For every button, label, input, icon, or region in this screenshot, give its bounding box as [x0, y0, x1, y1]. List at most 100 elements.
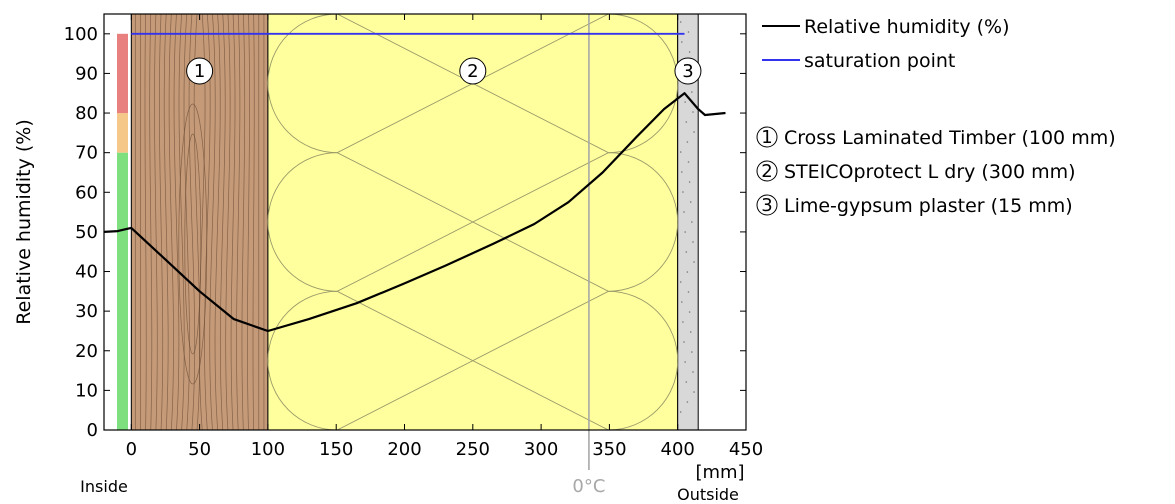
- legend: Relative humidity (%) saturation point: [762, 16, 1009, 72]
- layer-legend: 1 Cross Laminated Timber (100 mm) 2 STEICOp…: [756, 126, 1116, 217]
- wood-grain-line: [236, 14, 241, 430]
- zero-celsius-marker: 0°C: [572, 14, 605, 497]
- x-tick-label: 0: [126, 439, 137, 460]
- x-unit-label: [mm]: [695, 462, 744, 483]
- x-tick-label: 100: [251, 439, 285, 460]
- y-tick-label: 30: [75, 301, 98, 322]
- plaster-dot: [685, 121, 688, 123]
- x-tick-label: 300: [524, 439, 558, 460]
- zero-celsius-label: 0°C: [572, 476, 605, 497]
- plaster-dot: [692, 241, 694, 243]
- wood-grain-line: [219, 14, 226, 430]
- layer-badge-circle: [459, 57, 487, 85]
- wood-grain-line: [144, 14, 147, 430]
- y-tick-label: 100: [64, 24, 98, 45]
- risk-bands: [117, 33, 128, 430]
- x-tick-label: 400: [661, 439, 695, 460]
- plaster-dot: [688, 181, 691, 183]
- plaster-dot: [685, 381, 688, 383]
- plaster-dot: [691, 351, 693, 353]
- wood-knot: [184, 133, 202, 355]
- plaster-dot: [688, 311, 691, 313]
- wood-grain-line: [214, 14, 221, 430]
- plot-border: [103, 13, 747, 431]
- plaster-dot: [682, 321, 684, 323]
- wood-grain-line: [247, 14, 250, 430]
- plaster-dot: [692, 111, 694, 113]
- wood-grain-line: [209, 14, 216, 430]
- series-line-0: [104, 92, 726, 333]
- layer-legend-badge: [756, 126, 778, 148]
- series-lines: [104, 32, 726, 333]
- plaster-dot: [683, 211, 685, 213]
- layer-legend-label: STEICOprotect L dry (300 mm): [784, 161, 1076, 183]
- plot-frame: [103, 13, 747, 431]
- risk-band: [117, 113, 128, 153]
- x-axis-ticks: 0 50 100 150 200 250 300 350 400 450: [126, 14, 763, 460]
- material-layers: [130, 14, 699, 430]
- inside-label: Inside: [80, 477, 128, 496]
- layer-badge-number: 1: [194, 61, 205, 82]
- insulation-loop: [267, 14, 679, 154]
- x-tick-label: 250: [456, 439, 490, 460]
- legend-label: saturation point: [804, 50, 955, 72]
- wood-grain-line: [168, 14, 174, 430]
- x-tick-label: 450: [729, 439, 763, 460]
- x-tick-label: 150: [319, 439, 353, 460]
- plaster-dot: [693, 261, 695, 263]
- risk-band: [117, 152, 128, 430]
- layer-legend-label: Lime-gypsum plaster (15 mm): [784, 195, 1073, 217]
- layer-legend-badge: [756, 194, 778, 216]
- wood-grain-line: [163, 14, 169, 430]
- x-tick-label: 200: [387, 439, 421, 460]
- plaster-dot: [689, 331, 692, 333]
- x-tick-label: 50: [188, 439, 211, 460]
- outside-label: Outside: [677, 485, 739, 504]
- insulation-loop: [267, 290, 679, 430]
- plaster-dot: [688, 51, 691, 53]
- y-tick-label: 90: [75, 63, 98, 84]
- wood-grain-line: [252, 14, 255, 430]
- layer-legend-number: 3: [761, 195, 772, 216]
- plaster-dot: [692, 371, 694, 373]
- plaster-dot: [686, 141, 689, 143]
- layer-badge-circle: [186, 57, 214, 85]
- plaster-dot: [681, 301, 683, 303]
- y-tick-label: 60: [75, 182, 98, 203]
- wood-knot: [178, 103, 208, 385]
- plaster-dot: [684, 231, 686, 233]
- wood-grain-line: [258, 14, 260, 430]
- plaster-dot: [685, 251, 688, 253]
- layer-legend-label: Cross Laminated Timber (100 mm): [784, 127, 1116, 149]
- layer-badge-circle: [674, 57, 702, 85]
- plaster-dot: [689, 201, 692, 203]
- plaster-dot: [681, 41, 683, 43]
- y-axis-ticks: 0 10 20 30 40 50 60 70 80 90 100: [64, 24, 746, 441]
- plaster-dot: [687, 31, 690, 33]
- y-tick-label: 0: [87, 420, 98, 441]
- plaster-dot: [683, 341, 685, 343]
- wood-grain-line: [159, 14, 164, 430]
- layer-legend-badge: [756, 160, 778, 182]
- y-tick-label: 40: [75, 262, 98, 283]
- plaster-dot: [679, 151, 682, 153]
- wood-grain-line: [241, 14, 246, 430]
- plaster-dot: [681, 171, 683, 173]
- wood-grain-line: [230, 14, 236, 430]
- wood-grain-line: [173, 14, 180, 430]
- layer-legend-number: 2: [761, 161, 772, 182]
- plaster-dot: [691, 221, 693, 223]
- y-tick-label: 50: [75, 222, 98, 243]
- wood-grain-line: [178, 14, 185, 430]
- plaster-dot: [684, 101, 686, 103]
- plaster-dot: [693, 131, 695, 133]
- y-tick-label: 10: [75, 380, 98, 401]
- insulation-loop: [267, 152, 678, 292]
- plaster-dot: [684, 361, 686, 363]
- layer-badge-number: 2: [467, 61, 478, 82]
- legend-label: Relative humidity (%): [804, 16, 1009, 38]
- layer-legend-number: 1: [761, 127, 772, 148]
- y-tick-label: 20: [75, 341, 98, 362]
- layer-number-badges: 1 2 3: [186, 57, 702, 85]
- layer-badge-number: 3: [682, 61, 693, 82]
